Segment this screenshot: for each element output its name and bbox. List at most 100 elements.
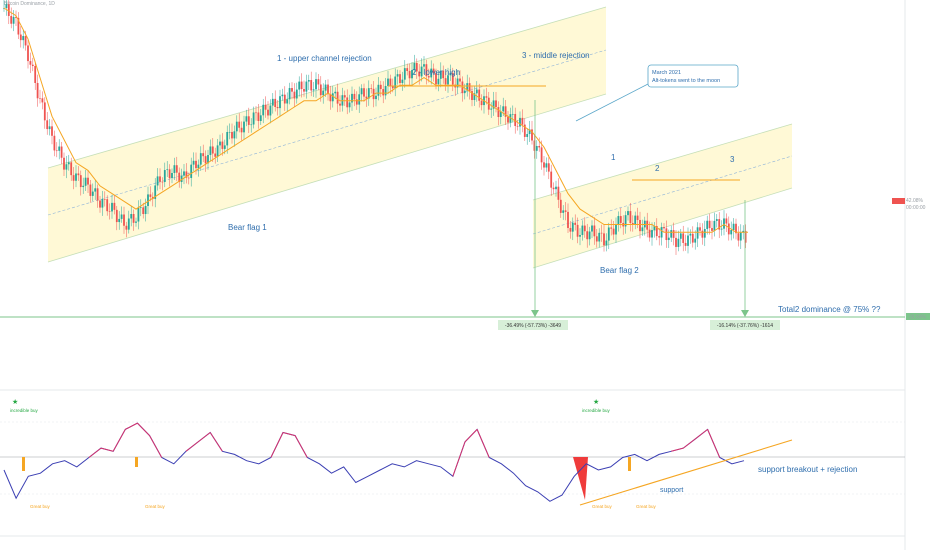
candle-body <box>516 125 519 127</box>
candle-body <box>7 4 10 16</box>
middle-rejection-label: 3 - middle rejection <box>522 51 590 60</box>
candle-body <box>197 164 200 169</box>
candle-body <box>403 68 406 80</box>
candle-body <box>291 88 293 92</box>
candle-body <box>425 64 428 77</box>
candle-body <box>192 160 195 165</box>
candle-body <box>178 172 181 182</box>
candle-body <box>154 185 157 199</box>
dominance-level-badge: 26.69% <box>909 315 927 321</box>
candle-body <box>511 113 514 115</box>
candle-body <box>190 164 193 178</box>
candle-body <box>564 210 567 212</box>
candle-body <box>91 191 94 196</box>
candle-body <box>617 216 620 225</box>
candle-body <box>646 220 649 230</box>
candle-body <box>84 177 87 186</box>
candle-body <box>495 100 497 108</box>
candle-body <box>663 227 665 229</box>
incredible-buy-label-2: incredible buy <box>582 408 611 413</box>
measure-2-label: -16.14% (-37.76%) -1614 <box>717 323 773 329</box>
candle-body <box>391 86 394 89</box>
candle-body <box>730 230 733 235</box>
candle-body <box>437 78 440 85</box>
great-buy-label-1: Great buy <box>30 504 51 509</box>
candle-body <box>418 71 421 77</box>
oscillator-overbought-segment <box>294 435 308 458</box>
candle-body <box>329 94 332 102</box>
candle-body <box>106 199 109 212</box>
candle-body <box>708 220 711 229</box>
candle-body <box>223 145 226 149</box>
candle-body <box>375 95 377 100</box>
candle-body <box>183 171 185 176</box>
support-breakout-label: support breakout + rejection <box>758 465 857 474</box>
candle-body <box>336 91 339 104</box>
candle-body <box>427 76 430 78</box>
candle-body <box>490 108 493 110</box>
candle-body <box>365 96 368 99</box>
candle-body <box>735 223 737 234</box>
countdown-badge: 00:00:00 <box>906 205 926 211</box>
candle-body <box>303 89 305 92</box>
candle-body <box>324 84 327 91</box>
candle-body <box>723 218 725 229</box>
candle-body <box>351 93 353 103</box>
candle-body <box>276 107 279 109</box>
bear-flag-1-upper-line <box>47 6 607 169</box>
candle-body <box>75 173 77 181</box>
candle-body <box>317 79 320 85</box>
candle-body <box>135 221 137 223</box>
candle-body <box>711 228 713 231</box>
candle-body <box>521 117 524 125</box>
candle-body <box>471 91 473 101</box>
candle-body <box>89 184 92 196</box>
candle-body <box>27 45 29 62</box>
candle-body <box>502 106 505 112</box>
candle-body <box>696 227 699 239</box>
candle-body <box>636 215 639 220</box>
candle-body <box>651 230 653 238</box>
candle-body <box>699 227 701 231</box>
bear-flag-2-mid-line <box>532 155 793 235</box>
candle-body <box>413 62 416 71</box>
candle-body <box>166 169 169 171</box>
oscillator-support-trendline <box>579 439 793 506</box>
candle-body <box>682 233 685 243</box>
oscillator-overbought-segment <box>100 447 114 452</box>
candle-body <box>180 175 183 182</box>
support-label: support <box>660 487 683 494</box>
candle-body <box>569 227 572 232</box>
candle-body <box>17 17 20 35</box>
bear-flag-1-channel <box>48 7 606 262</box>
candle-body <box>187 177 190 179</box>
march-2021-label-line2: Alt-tokens went to the moon <box>652 78 720 84</box>
candle-body <box>195 160 197 169</box>
candle-body <box>94 188 97 192</box>
candle-body <box>550 171 553 188</box>
candle-body <box>185 171 188 178</box>
oscillator-overbought-segment <box>137 422 150 436</box>
candle-body <box>456 78 459 88</box>
candle-body <box>396 74 399 77</box>
incredible-buy-star-2: ★ <box>593 398 599 406</box>
candle-body <box>504 106 507 117</box>
candle-body <box>137 208 140 222</box>
candle-body <box>720 228 723 230</box>
candle-body <box>53 135 56 151</box>
candle-body <box>36 82 39 99</box>
candle-body <box>159 176 161 182</box>
candle-body <box>255 112 257 114</box>
moving-average-line <box>3 7 748 233</box>
oscillator-overbought-segment <box>476 429 490 458</box>
candle-body <box>627 211 629 216</box>
candle-body <box>655 226 658 237</box>
candle-body <box>648 229 651 238</box>
candle-body <box>408 71 411 79</box>
oscillator-overbought-segment <box>452 441 466 477</box>
candle-body <box>207 155 209 164</box>
candle-body <box>353 93 356 100</box>
last-price-badge-bg <box>892 198 905 204</box>
candle-body <box>173 165 176 173</box>
